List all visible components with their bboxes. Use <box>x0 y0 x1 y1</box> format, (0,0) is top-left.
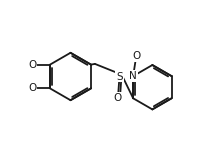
Text: O: O <box>28 83 36 93</box>
Text: S: S <box>116 71 123 82</box>
Text: N: N <box>129 71 137 81</box>
Text: O: O <box>28 60 36 70</box>
Text: O: O <box>114 93 122 103</box>
Text: O: O <box>132 51 140 61</box>
